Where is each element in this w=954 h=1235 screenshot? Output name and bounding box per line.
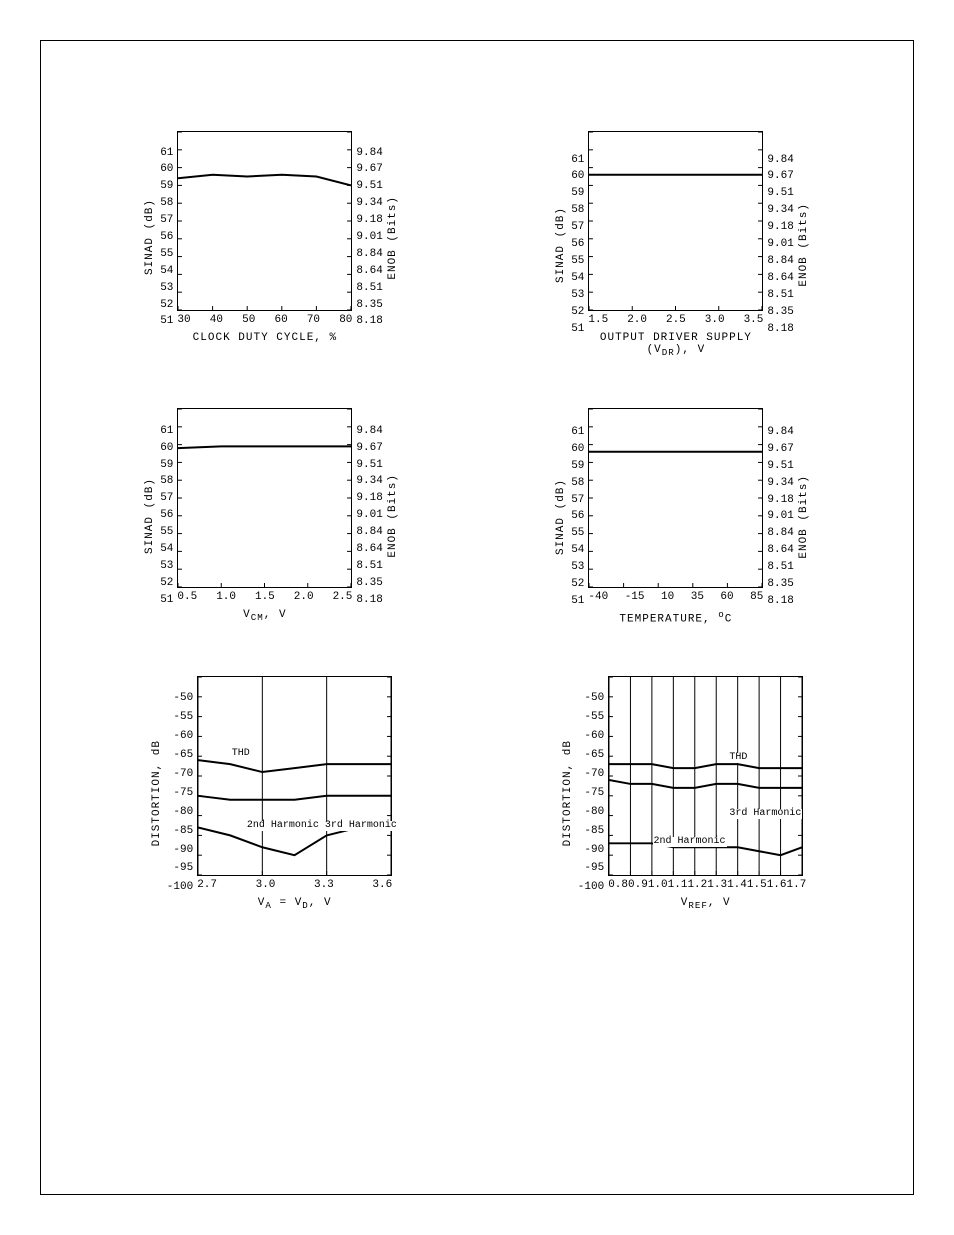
y-left-label: SINAD (dB) (144, 199, 156, 275)
x-label: TEMPERATURE, oC (588, 609, 763, 626)
y-right-label: ENOB (Bits) (798, 475, 810, 559)
chart-grid: SINAD (dB) 6160595857565554535251 304050… (91, 131, 863, 911)
chart-output-driver: SINAD (dB) 6160595857565554535251 1.52.0… (502, 131, 863, 358)
chart-annotation: THD (231, 749, 251, 759)
x-ticks: 2.73.03.33.6 (197, 880, 392, 891)
x-label: VCM, V (177, 609, 352, 623)
chart-annotation: THD (728, 753, 748, 763)
plot-area: THD2nd Harmonic3rd Harmonic (197, 676, 392, 876)
y-left-ticks: -50-55-60-65-70-75-80-85-90-95-100 (167, 693, 197, 893)
y-right-ticks: 9.849.679.519.349.189.018.848.648.518.35… (763, 427, 793, 607)
y-left-label: SINAD (dB) (555, 207, 567, 283)
y-left-ticks: 6160595857565554535251 (571, 155, 588, 335)
x-label: VREF, V (608, 897, 803, 911)
plot-area (177, 408, 352, 588)
y-left-ticks: 6160595857565554535251 (160, 148, 177, 328)
x-ticks: 1.52.02.53.03.5 (588, 315, 763, 326)
chart-annotation: 3rd Harmonic (728, 809, 802, 819)
y-left-label: SINAD (dB) (144, 478, 156, 554)
plot-area (588, 408, 763, 588)
x-ticks: 0.80.91.01.11.21.31.41.51.61.7 (608, 880, 803, 891)
chart-annotation: 2nd Harmonic (246, 821, 320, 831)
y-right-ticks: 9.849.679.519.349.189.018.848.648.518.35… (352, 426, 382, 606)
page-border: SINAD (dB) 6160595857565554535251 304050… (40, 40, 914, 1195)
x-ticks: 304050607080 (177, 315, 352, 326)
y-left-label: SINAD (dB) (555, 479, 567, 555)
y-left-ticks: 6160595857565554535251 (160, 426, 177, 606)
plot-area: THD 3rd Harmonic 2nd Harmonic (608, 676, 803, 876)
plot-area (588, 131, 763, 311)
chart-clock-duty-cycle: SINAD (dB) 6160595857565554535251 304050… (91, 131, 452, 358)
chart-temperature: SINAD (dB) 6160595857565554535251 -40-15… (502, 408, 863, 626)
chart-vcm: SINAD (dB) 6160595857565554535251 0.51.0… (91, 408, 452, 626)
chart-distortion-va: DISTORTION, dB -50-55-60-65-70-75-80-85-… (91, 676, 452, 911)
y-right-ticks: 9.849.679.519.349.189.018.848.648.518.35… (352, 148, 382, 328)
y-right-ticks: 9.849.679.519.349.189.018.848.648.518.35… (763, 155, 793, 335)
x-label: VA = VD, V (197, 897, 392, 911)
y-left-ticks: 6160595857565554535251 (571, 427, 588, 607)
y-left-label: DISTORTION, dB (151, 740, 163, 846)
y-right-label: ENOB (Bits) (387, 474, 399, 558)
chart-annotation: 2nd Harmonic (653, 837, 727, 847)
chart-annotation: 3rd Harmonic (324, 821, 398, 831)
chart-distortion-vref: DISTORTION, dB -50-55-60-65-70-75-80-85-… (502, 676, 863, 911)
y-right-label: ENOB (Bits) (387, 196, 399, 280)
x-ticks: -40-1510356085 (588, 592, 763, 603)
x-label: CLOCK DUTY CYCLE, % (177, 332, 352, 344)
y-right-label: ENOB (Bits) (798, 203, 810, 287)
plot-area (177, 131, 352, 311)
x-ticks: 0.51.01.52.02.5 (177, 592, 352, 603)
y-left-ticks: -50-55-60-65-70-75-80-85-90-95-100 (578, 693, 608, 893)
y-left-label: DISTORTION, dB (562, 740, 574, 846)
x-label: OUTPUT DRIVER SUPPLY (VDR), V (588, 332, 763, 358)
